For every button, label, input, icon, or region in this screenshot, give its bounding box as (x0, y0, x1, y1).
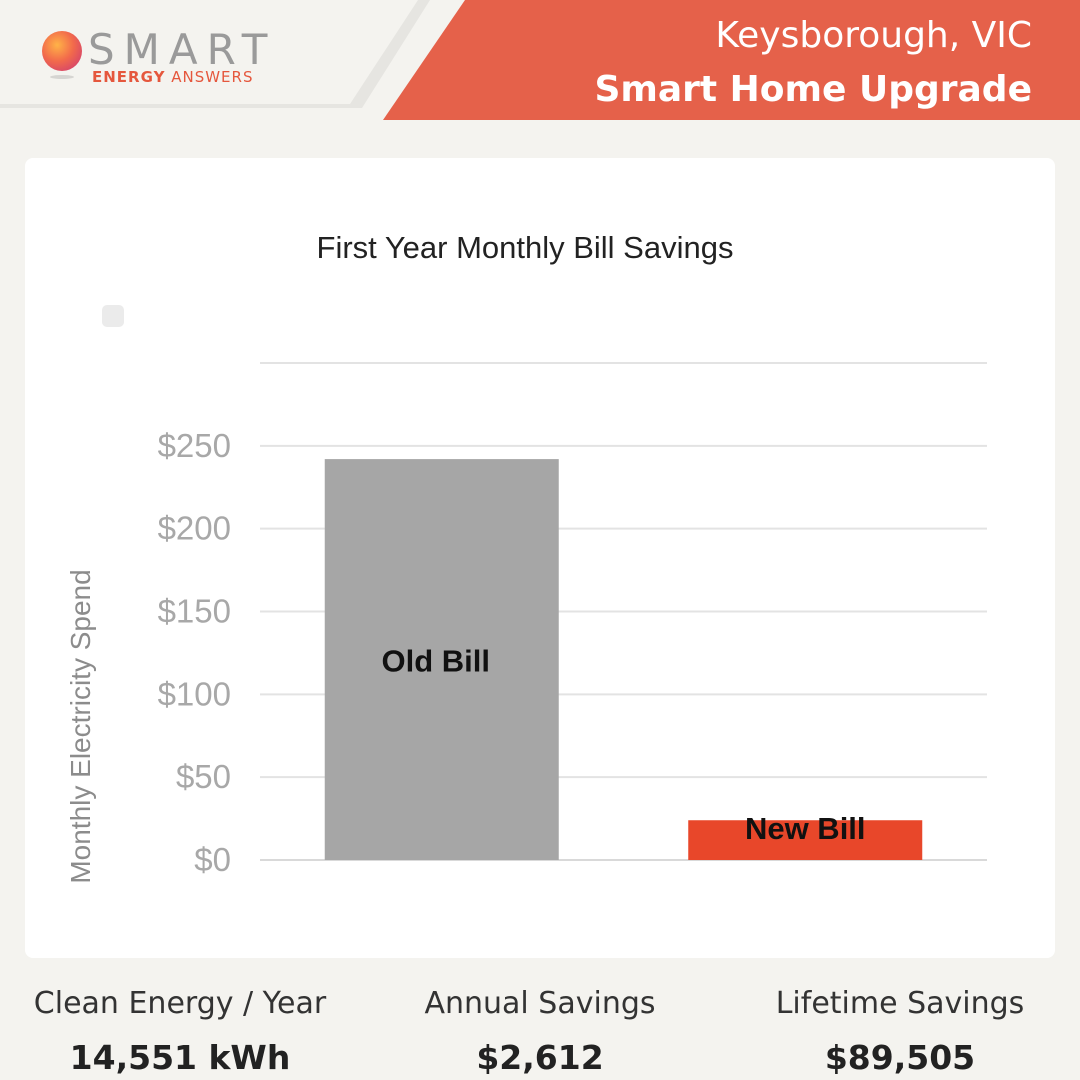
y-tick-label: $150 (158, 593, 231, 630)
stat-label: Lifetime Savings (775, 986, 1025, 1021)
bar-new-bill (688, 820, 923, 860)
y-tick-label: $0 (194, 841, 231, 878)
brand-logo: SMART ENERGY ANSWERS (42, 25, 302, 88)
legend-swatch (102, 305, 124, 327)
location-title: Keysborough, VIC (715, 15, 1032, 56)
stat-clean-energy: Clean Energy / Year 14,551 kWh (0, 984, 360, 1080)
header-accent-band (383, 0, 1080, 120)
logo-tagline-rest: ANSWERS (165, 68, 254, 86)
stat-value: $2,612 (476, 1038, 604, 1077)
y-ticks: $0 $50 $100 $150 $200 $250 (158, 427, 231, 878)
bar-label: New Bill (745, 811, 866, 846)
logo-sphere-icon (42, 31, 82, 79)
y-axis-label: Monthly Electricity Spend (65, 569, 96, 883)
stat-label: Clean Energy / Year (33, 986, 327, 1021)
y-tick-label: $50 (176, 758, 231, 795)
logo-tagline-bold: ENERGY (92, 68, 166, 86)
stat-value: $89,505 (824, 1038, 976, 1077)
plan-title: Smart Home Upgrade (594, 69, 1032, 110)
bill-savings-chart: First Year Monthly Bill Savings Monthly … (65, 230, 987, 884)
stat-annual-savings: Annual Savings $2,612 (360, 984, 720, 1080)
y-tick-label: $100 (158, 675, 231, 712)
bar-old-bill (324, 459, 559, 860)
bar-labels: Old Bill New Bill (382, 644, 866, 847)
y-tick-label: $200 (158, 510, 231, 547)
stat-lifetime-savings: Lifetime Savings $89,505 (720, 984, 1080, 1080)
bars (324, 459, 923, 860)
chart-card: First Year Monthly Bill Savings Monthly … (25, 158, 1055, 958)
logo-tagline: ENERGY ANSWERS (92, 68, 253, 86)
header-banner: SMART ENERGY ANSWERS Keysborough, VIC Sm… (0, 0, 1080, 122)
header-background (0, 0, 1080, 120)
header-tab (0, 0, 418, 104)
bar-label: Old Bill (382, 644, 491, 679)
chart-title: First Year Monthly Bill Savings (317, 230, 734, 265)
stat-value: 14,551 kWh (69, 1038, 291, 1077)
stat-label: Annual Savings (424, 986, 656, 1021)
y-tick-label: $250 (158, 427, 231, 464)
logo-wordmark: SMART (88, 25, 277, 74)
